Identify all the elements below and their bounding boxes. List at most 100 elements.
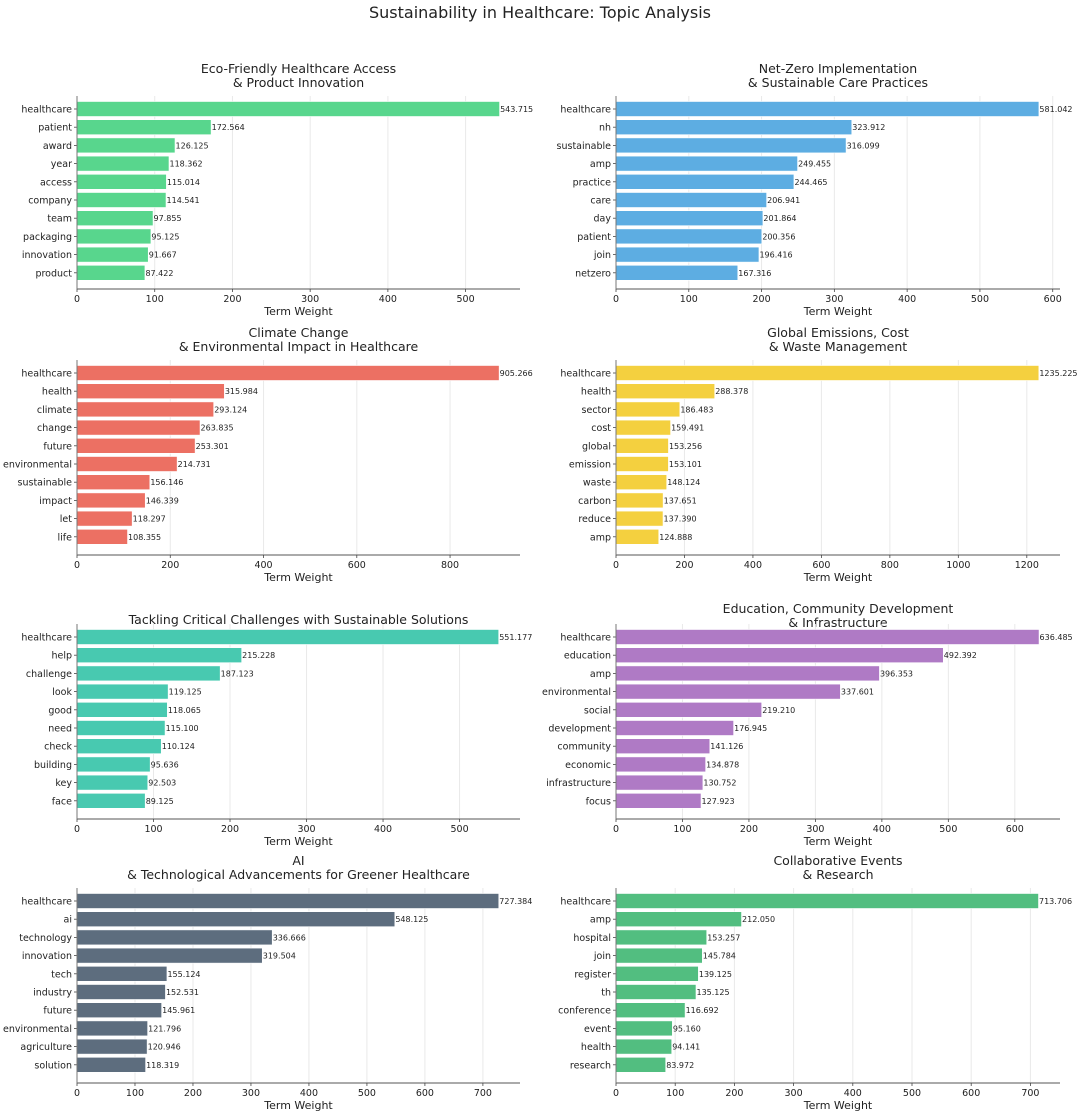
panel-title-line: & Waste Management [769, 339, 907, 354]
bar-healthcare [615, 101, 1040, 117]
bar-impact [76, 492, 146, 509]
bar-environmental [76, 1020, 148, 1037]
x-tick-label: 200 [161, 560, 179, 571]
y-tick-label: team [47, 214, 72, 225]
y-tick-label: join [593, 951, 611, 962]
bar-register [615, 965, 699, 982]
x-axis-label: Term Weight [803, 1099, 873, 1112]
bar-amp [615, 911, 742, 928]
bar-healthcare [615, 629, 1040, 645]
bar-healthcare [76, 629, 500, 645]
y-tick-label: amp [590, 532, 611, 543]
bar-ai [76, 911, 396, 928]
data-label: 118.297 [133, 515, 166, 524]
bar-health [615, 1038, 673, 1055]
x-axis-label: Term Weight [803, 835, 873, 848]
y-tick-label: community [557, 742, 611, 753]
panel-5: Tackling Critical Challenges with Sustai… [21, 612, 532, 848]
bar-innovation [76, 246, 149, 263]
data-label: 120.946 [148, 1043, 181, 1052]
data-label: 114.541 [167, 196, 200, 205]
bar-innovation [76, 947, 263, 964]
y-tick-label: healthcare [21, 105, 72, 116]
panel-title-line: & Infrastructure [788, 615, 888, 630]
data-label: 139.125 [699, 970, 732, 979]
y-tick-label: innovation [22, 951, 72, 962]
y-tick-label: impact [39, 496, 72, 507]
data-label: 176.945 [734, 724, 767, 733]
panel-title: Climate Change& Environmental Impact in … [179, 325, 419, 354]
data-label: 214.731 [178, 460, 211, 469]
y-tick-label: day [594, 214, 612, 225]
bar-nh [615, 119, 853, 135]
bar-conference [615, 1002, 686, 1019]
y-tick-label: access [40, 177, 72, 188]
bar-healthcare [615, 365, 1040, 381]
x-tick-label: 200 [675, 560, 693, 571]
data-label: 905.266 [500, 369, 533, 378]
panel-title-line: & Research [802, 867, 873, 882]
y-tick-label: amp [590, 159, 611, 170]
y-tick-label: emission [569, 460, 611, 471]
y-tick-label: industry [33, 988, 72, 999]
bar-technology [76, 929, 273, 946]
x-tick-label: 300 [297, 824, 315, 835]
data-label: 146.339 [146, 496, 179, 505]
y-tick-label: health [581, 387, 611, 398]
x-tick-label: 500 [358, 1088, 376, 1099]
bar-health [76, 383, 225, 400]
y-tick-label: healthcare [21, 897, 72, 908]
data-label: 315.984 [225, 387, 258, 396]
y-tick-label: award [43, 141, 72, 152]
y-tick-label: conference [558, 1006, 611, 1017]
bar-environmental [76, 456, 178, 472]
data-label: 83.972 [666, 1061, 694, 1070]
data-label: 156.146 [150, 478, 183, 487]
bar-product [76, 264, 146, 281]
data-label: 337.601 [841, 688, 874, 697]
data-label: 148.124 [667, 478, 700, 487]
data-label: 89.125 [146, 797, 174, 806]
bar-research [615, 1057, 667, 1073]
panel-6: Education, Community Development& Infras… [542, 601, 1073, 848]
y-tick-label: waste [583, 478, 611, 489]
bar-sustainable [76, 474, 151, 491]
panel-title-line: Global Emissions, Cost [767, 325, 909, 340]
data-label: 200.356 [762, 232, 795, 241]
bar-join [615, 947, 703, 964]
bar-economic [615, 756, 706, 773]
bar-patient [615, 228, 763, 245]
bar-day [615, 210, 764, 226]
x-tick-label: 0 [74, 824, 80, 835]
x-tick-label: 400 [300, 1088, 318, 1099]
panel-title: Net-Zero Implementation& Sustainable Car… [748, 61, 928, 90]
data-label: 249.455 [798, 160, 831, 169]
x-tick-label: 700 [1021, 1088, 1039, 1099]
data-label: 121.796 [148, 1024, 181, 1033]
y-tick-label: check [44, 742, 72, 753]
panel-title-line: Tackling Critical Challenges with Sustai… [128, 612, 469, 627]
x-tick-label: 600 [1006, 824, 1024, 835]
bar-year [76, 155, 170, 172]
x-tick-label: 600 [1044, 294, 1062, 305]
data-label: 244.465 [794, 178, 827, 187]
data-label: 219.210 [762, 706, 795, 715]
y-tick-label: education [564, 651, 611, 662]
data-label: 196.416 [759, 251, 792, 260]
panel-title-line: Net-Zero Implementation [759, 61, 917, 76]
x-tick-label: 400 [374, 824, 392, 835]
y-tick-label: technology [19, 933, 72, 944]
y-tick-label: practice [573, 177, 612, 188]
panel-3: Climate Change& Environmental Impact in … [3, 325, 533, 584]
bar-sector [615, 401, 681, 418]
bar-social [615, 701, 763, 718]
x-tick-label: 200 [740, 824, 758, 835]
bar-face [76, 792, 146, 809]
y-tick-label: reduce [578, 514, 611, 525]
data-label: 581.042 [1039, 105, 1072, 114]
x-tick-label: 500 [903, 1088, 921, 1099]
data-label: 145.784 [703, 952, 736, 961]
panel-title: Collaborative Events& Research [773, 853, 902, 882]
data-label: 316.099 [847, 141, 880, 150]
